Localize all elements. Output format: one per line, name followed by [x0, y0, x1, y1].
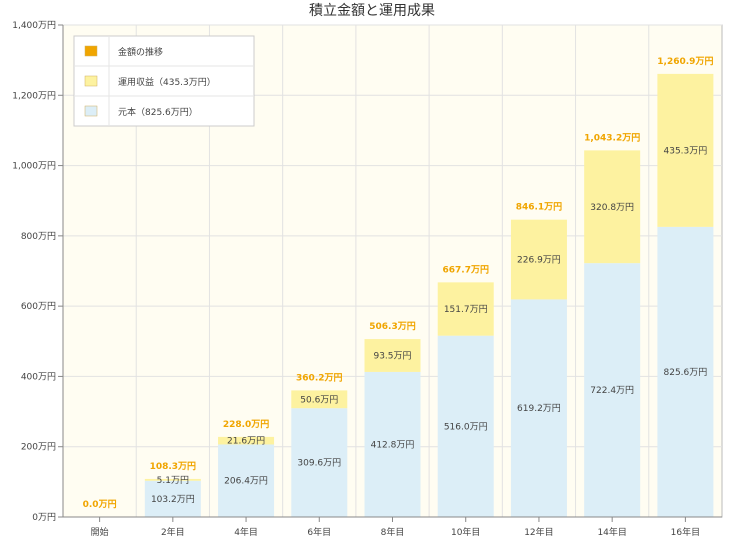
bar-value-label: 151.7万円 — [444, 304, 488, 315]
x-tick-label: 10年目 — [451, 526, 480, 538]
legend-swatch — [84, 75, 98, 87]
x-tick-label: 6年目 — [307, 526, 331, 538]
bar-segment — [144, 478, 201, 481]
legend-label: 金額の推移 — [118, 46, 163, 58]
bar-value-label: 435.3万円 — [664, 145, 708, 156]
bar-value-label: 722.4万円 — [590, 385, 634, 396]
y-tick-label: 1,400万円 — [12, 20, 56, 31]
bar-value-label: 309.6万円 — [297, 458, 341, 469]
chart-title: 積立金額と運用成果 — [309, 3, 435, 19]
bar-value-label: 93.5万円 — [373, 351, 411, 362]
bar-value-label: 619.2万円 — [517, 403, 561, 414]
x-tick-label: 開始 — [91, 526, 109, 538]
bar-segment — [364, 371, 421, 517]
y-tick-label: 1,000万円 — [12, 161, 56, 172]
bar-segment — [657, 73, 714, 227]
total-value-label: 1,043.2万円 — [584, 132, 640, 143]
y-tick-label: 1,200万円 — [12, 90, 56, 101]
bar-value-label: 103.2万円 — [151, 494, 195, 505]
legend-label: 運用収益（435.3万円） — [118, 76, 216, 88]
bar-value-label: 50.6万円 — [300, 394, 338, 405]
total-value-label: 0.0万円 — [83, 499, 117, 510]
legend-swatch — [84, 105, 98, 117]
x-tick-label: 2年目 — [161, 526, 185, 538]
bar-segment — [437, 335, 494, 517]
legend-label: 元本（825.6万円） — [118, 106, 198, 118]
legend-swatch — [84, 45, 98, 57]
bar-segment — [657, 226, 714, 517]
bar-value-label: 516.0万円 — [444, 421, 488, 432]
y-tick-label: 800万円 — [21, 231, 56, 242]
bar-segment — [291, 408, 348, 517]
bar-value-label: 412.8万円 — [371, 439, 415, 450]
bar-value-label: 226.9万円 — [517, 255, 561, 266]
bar-segment — [510, 299, 567, 517]
bar-segment — [291, 390, 348, 409]
bar-segment — [437, 282, 494, 336]
bar-segment — [584, 263, 641, 517]
bar-value-label: 825.6万円 — [664, 367, 708, 378]
x-tick-label: 4年目 — [234, 526, 258, 538]
x-tick-label: 12年目 — [524, 526, 553, 538]
bars: 0.0万円 103.2万円 5.1万円 108.3万円 206.4万円 21.6万円 228… — [83, 56, 714, 517]
legend-box — [73, 35, 255, 127]
y-tick-label: 600万円 — [21, 301, 56, 312]
y-tick-label: 400万円 — [21, 371, 56, 382]
bar-value-label: 206.4万円 — [224, 476, 268, 487]
bar-segment — [584, 150, 641, 264]
total-value-label: 228.0万円 — [223, 419, 269, 430]
x-tick-label: 14年目 — [597, 526, 626, 538]
total-value-label: 108.3万円 — [150, 461, 196, 472]
y-tick-label: 0万円 — [32, 512, 56, 523]
total-value-label: 846.1万円 — [516, 202, 562, 213]
x-axis: 開始 2年目 4年目 6年目 8年目 10年目 12年目 14年目 16年目 — [63, 516, 722, 538]
bar-segment — [218, 444, 275, 517]
total-value-label: 506.3万円 — [369, 321, 415, 332]
bar-segment — [364, 339, 421, 372]
bar-segment — [510, 219, 567, 300]
y-tick-label: 200万円 — [21, 442, 56, 453]
y-axis: 0万円 200万円 400万円 600万円 800万円 1,000万円 1,200万円 1,4… — [12, 20, 64, 523]
bar-segment — [218, 436, 275, 445]
total-value-label: 667.7万円 — [442, 264, 488, 275]
bar-value-label: 320.8万円 — [590, 202, 634, 213]
x-tick-label: 16年目 — [671, 526, 700, 538]
bar-value-label: 5.1万円 — [157, 475, 189, 486]
bar-value-label: 21.6万円 — [227, 436, 265, 447]
bar-segment — [144, 480, 201, 517]
total-value-label: 1,260.9万円 — [657, 56, 713, 67]
x-tick-label: 8年目 — [381, 526, 405, 538]
total-value-label: 360.2万円 — [296, 372, 342, 383]
